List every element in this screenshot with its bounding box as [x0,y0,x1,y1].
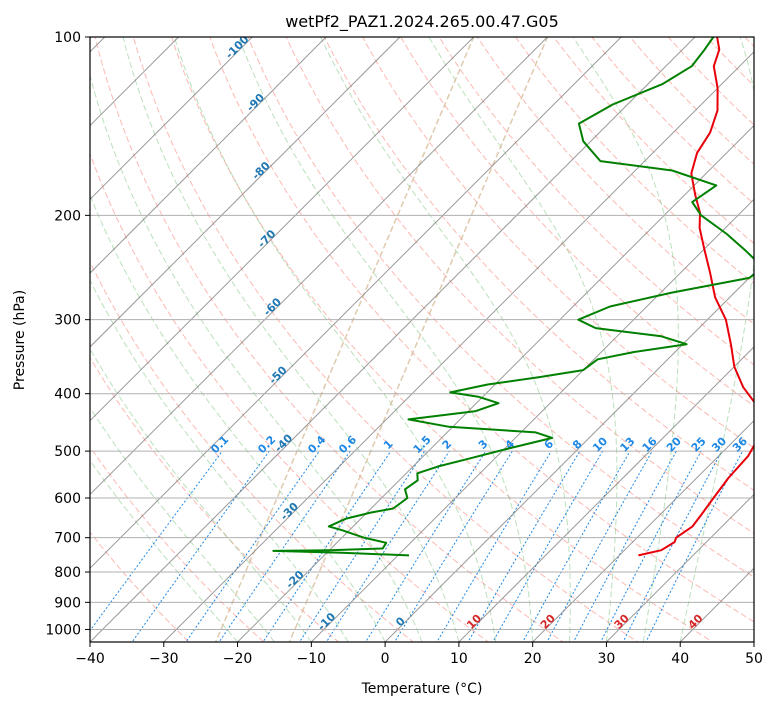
chart-title: wetPf2_PAZ1.2024.265.00.47.G05 [285,12,559,32]
boundary-curve-line [214,37,475,642]
moist-adiabat-line [90,406,275,642]
isotherm-line [90,37,401,348]
y-tick-label: 1000 [45,622,81,638]
isotherm-line [532,419,754,642]
y-axis-title: Pressure (hPa) [12,290,28,390]
y-tick-label: 300 [54,313,81,329]
dry-adiabat-line [209,37,754,623]
temperature-profile-line [638,37,754,557]
moist-adiabat-line [90,347,312,642]
plot-frame [89,36,755,643]
x-tick-label: −10 [297,651,327,667]
isotherm-line [90,37,327,274]
x-tick-label: 0 [381,651,390,667]
y-tick-label: 600 [54,491,81,507]
x-tick-label: 20 [524,651,542,667]
moist-adiabat-line [173,37,497,642]
boundary-curve-line [288,37,549,642]
dry-adiabat-line [171,37,714,642]
moist-adiabat-line [679,37,754,642]
dry-adiabat-line [90,260,415,642]
dry-adiabat-line [94,37,564,642]
y-tick-label: 500 [54,444,81,460]
isotherm-line [90,37,253,201]
y-axis-ticks: 1000 900 800 700 600 500 400 300 200 100 [45,30,90,638]
y-tick-label: 800 [54,565,81,581]
x-axis-title: Temperature (°C) [361,681,483,697]
moist-adiabat-line [238,37,534,642]
y-tick-label: 400 [54,387,81,403]
moist-adiabat-line [428,37,618,642]
y-tick-label: 900 [54,595,81,611]
grid-lines [90,37,754,642]
isotherm-line [90,37,622,569]
dry-adiabat-line [132,37,639,642]
moist-adiabat-line [90,73,423,642]
moist-adiabat-line [572,37,679,642]
x-tick-label: 40 [671,651,689,667]
x-tick-label: 30 [598,651,616,667]
x-tick-label: 50 [745,651,763,667]
y-tick-label: 700 [54,531,81,547]
y-tick-label: 100 [54,30,81,46]
y-tick-label: 200 [54,208,81,224]
profile-lines [272,37,754,557]
x-tick-label: 10 [450,651,468,667]
dry-adiabat-line [362,37,754,449]
isotherm-line [90,37,475,422]
dewpoint-profile-line [272,37,754,557]
dry-adiabat-line [90,356,340,642]
x-tick-label: −40 [75,651,105,667]
isotherm-line [384,272,754,642]
x-tick-label: −30 [149,651,179,667]
isotherm-line [606,493,754,642]
moist-adiabat-line [90,193,386,642]
moist-adiabat-line [90,459,238,642]
x-tick-label: −20 [223,651,253,667]
isotherm-line [458,346,754,642]
isotherm-line [90,37,548,496]
dry-adiabat-line [438,37,754,366]
isotherm-line [163,51,754,642]
moist-adiabat-line [122,37,460,642]
dry-adiabat-line [90,446,265,642]
isotherm-line [237,124,754,642]
isotherm-line [310,198,754,642]
x-axis-ticks: −40 −30 −20 −10 0 10 20 30 40 50 [75,642,763,667]
isotherm-line [90,37,696,642]
moist-adiabat-line [320,37,571,642]
dry-adiabat-line [247,37,754,578]
dry-adiabat-line [323,37,754,491]
